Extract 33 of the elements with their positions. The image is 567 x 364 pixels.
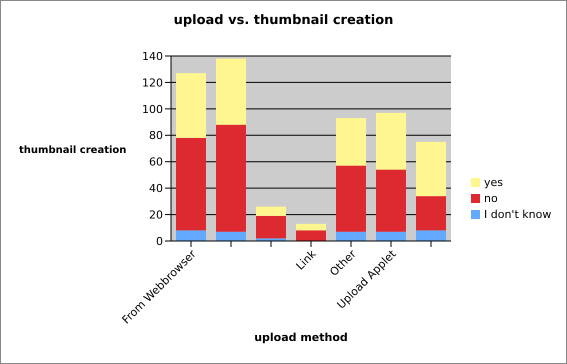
bar	[256, 206, 286, 216]
bar	[376, 112, 406, 170]
bar	[176, 230, 206, 241]
bar	[296, 224, 326, 230]
bar	[216, 58, 246, 125]
bar	[376, 232, 406, 241]
bar	[216, 232, 246, 241]
y-tick-label: 120	[142, 76, 163, 90]
bar	[376, 170, 406, 232]
bar	[176, 73, 206, 138]
bar	[216, 124, 246, 232]
y-axis-title: thumbnail creation	[19, 145, 126, 156]
bar	[336, 232, 366, 241]
y-tick-label: 20	[149, 208, 163, 222]
bar	[416, 196, 446, 230]
y-tick-label: 140	[142, 50, 163, 63]
bar	[416, 230, 446, 241]
legend-label: I don't know	[484, 208, 552, 221]
x-axis-title: upload method	[253, 331, 349, 344]
y-tick-label: 60	[149, 156, 163, 169]
bar	[336, 118, 366, 166]
bar	[296, 230, 326, 241]
bar	[336, 166, 366, 232]
bar	[256, 216, 286, 238]
y-tick-label: 80	[149, 129, 163, 142]
bar	[416, 142, 446, 196]
y-tick-label: 0	[156, 234, 163, 248]
y-tick-label: 40	[149, 182, 163, 196]
y-tick-label: 100	[142, 102, 163, 116]
bar	[176, 138, 206, 230]
legend-label: no	[484, 192, 498, 205]
chart-title: upload vs. thumbnail creation	[172, 13, 394, 28]
legend-label: yes	[484, 176, 504, 189]
